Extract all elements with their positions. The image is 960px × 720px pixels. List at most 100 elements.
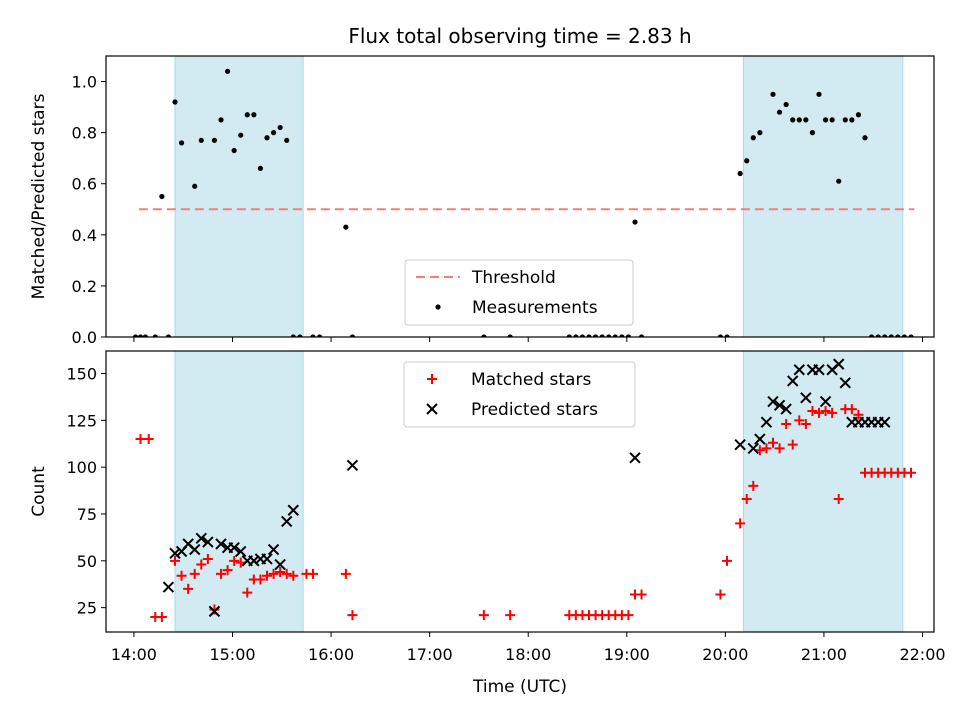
matched-star-point (202, 553, 213, 564)
legend-measurements-swatch (435, 304, 441, 310)
measurement-point (270, 130, 277, 136)
measurement-point (566, 334, 572, 337)
legend-threshold-label: Threshold (471, 268, 556, 288)
matched-star-point (787, 439, 798, 450)
measurement-point (152, 334, 158, 337)
observing-window-band (743, 351, 903, 632)
measurement-point (776, 109, 783, 115)
matched-star-point (820, 405, 831, 416)
measurement-point (142, 334, 149, 337)
x-axis-label: Time (UTC) (472, 677, 567, 697)
matched-star-point (722, 555, 732, 566)
legend-predicted-label: Predicted stars (471, 400, 598, 420)
measurement-point (599, 334, 605, 337)
ratio-legend (404, 259, 634, 326)
measurement-point (172, 99, 178, 105)
x-tick-label: 14:00 (111, 645, 157, 664)
predicted-star-point (346, 459, 359, 471)
predicted-star-point (780, 403, 792, 415)
chart-title: Flux total observing time = 2.83 h (348, 24, 691, 48)
predicted-star-point (879, 416, 891, 428)
matched-star-point (255, 574, 266, 585)
predicted-star-point (813, 364, 825, 376)
matched-star-point (774, 443, 785, 454)
measurement-point (625, 334, 632, 337)
measurement-point (218, 117, 224, 123)
measurement-point (290, 334, 296, 337)
ratio-y-tick-label: 1.0 (72, 73, 97, 92)
measurement-point (132, 334, 139, 337)
measurement-point (790, 117, 796, 123)
matched-star-point (222, 565, 233, 576)
matched-star-point (807, 405, 818, 416)
matched-star-point (846, 404, 857, 415)
legend-predicted-swatch (426, 403, 438, 415)
ratio-y-axis-label: Matched/Predicted stars (29, 93, 49, 299)
matched-star-point (196, 559, 207, 570)
measurement-point (836, 178, 842, 184)
count-y-tick-label: 50 (77, 552, 97, 571)
measurement-point (809, 130, 816, 136)
predicted-star-point (287, 504, 299, 516)
ratio-y-tick-label: 0.2 (72, 277, 97, 296)
observing-window-band (743, 56, 903, 337)
matched-star-point (143, 434, 154, 445)
matched-star-point (242, 587, 253, 598)
predicted-star-point (760, 416, 773, 428)
measurement-point (573, 334, 579, 337)
matched-star-point (156, 612, 167, 623)
predicted-star-point (215, 538, 227, 550)
matched-star-point (288, 570, 299, 581)
matched-star-point (906, 467, 916, 478)
measurement-point (264, 135, 270, 141)
matched-star-point (735, 518, 746, 529)
matched-star-point (715, 589, 726, 600)
ratio-plot-area (132, 56, 915, 337)
measurement-point (901, 334, 908, 337)
measurement-point (619, 334, 625, 337)
predicted-star-point (169, 547, 181, 560)
measurement-point (310, 334, 316, 337)
count-axes-frame (105, 350, 935, 633)
predicted-star-point (162, 581, 175, 593)
count-y-tick-label: 75 (77, 505, 97, 524)
matched-star-point (347, 610, 358, 621)
measurement-point (343, 224, 349, 230)
predicted-star-point (773, 399, 786, 412)
measurement-point (297, 334, 303, 337)
measurement-point (244, 112, 250, 118)
measurement-point (251, 112, 257, 118)
x-tick-label: 21:00 (801, 645, 847, 664)
matched-star-point (216, 568, 226, 579)
ratio-y-tick-label: 0.0 (72, 328, 97, 347)
measurement-point (770, 91, 776, 97)
predicted-star-point (235, 545, 247, 558)
observing-window-band (175, 56, 304, 337)
matched-star-point (761, 443, 772, 454)
predicted-star-point (248, 555, 260, 567)
x-tick-label: 16:00 (308, 645, 354, 664)
ratio-panel: 0.0 0.2 0.4 0.6 0.8 1.0 Matched/Predicted star… (29, 55, 935, 347)
matched-star-point (853, 409, 864, 420)
predicted-star-point (281, 515, 293, 528)
matched-star-point (814, 407, 824, 418)
measurement-point (717, 334, 724, 337)
legend-matched-swatch (427, 374, 437, 384)
predicted-star-point (274, 558, 286, 571)
measurement-point (822, 117, 829, 123)
measurement-point (238, 132, 244, 138)
measurement-point (165, 334, 172, 337)
count-y-tick-label: 25 (77, 599, 97, 618)
matched-star-point (268, 568, 279, 579)
ratio-y-tick-label: 0.8 (72, 124, 97, 143)
matched-star-point (183, 583, 194, 594)
predicted-star-point (754, 433, 766, 445)
matched-star-point (794, 415, 805, 426)
matched-star-point (281, 568, 292, 579)
measurement-point (868, 334, 875, 337)
measurement-point (592, 334, 599, 337)
predicted-star-point (819, 395, 832, 408)
count-y-axis-label: Count (29, 466, 49, 517)
x-tick-label: 20:00 (702, 645, 748, 664)
measurement-point (724, 334, 730, 337)
